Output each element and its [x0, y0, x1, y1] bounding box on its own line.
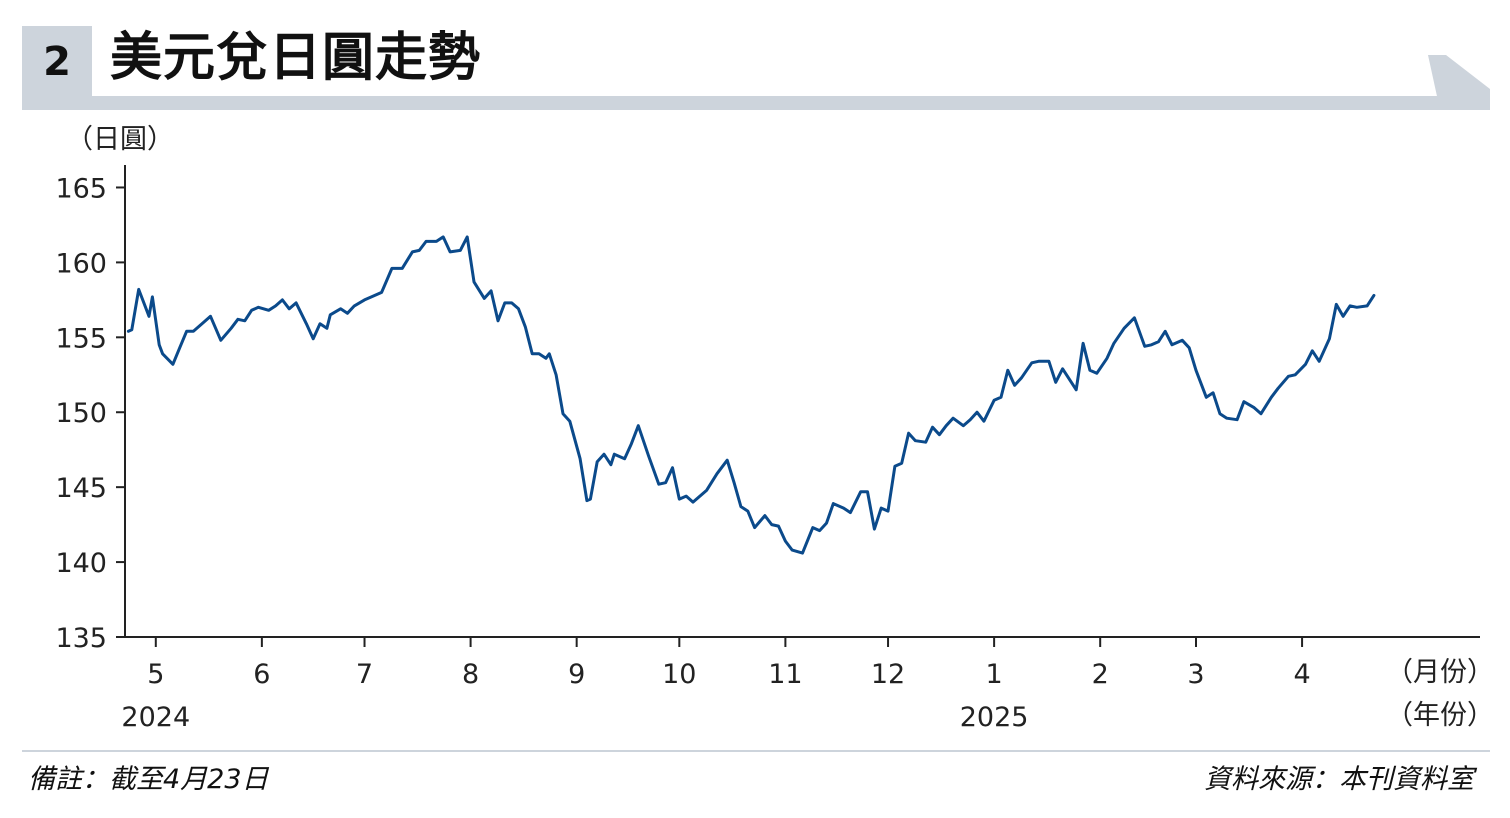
x-tick-label: 6 — [253, 659, 270, 690]
footer-rule — [22, 750, 1490, 752]
footer-note: 備註：截至4月23日 — [28, 764, 269, 795]
y-tick-label: 150 — [55, 398, 107, 429]
x-tick-label: 2 — [1092, 659, 1109, 690]
x-axis-month-unit-label: （月份） — [1386, 657, 1494, 688]
x-tick-label: 1 — [986, 659, 1003, 690]
x-tick-label: 8 — [462, 659, 479, 690]
x-ticks: 5 6 7 8 9 10 11 12 1 2 3 4 — [147, 637, 1311, 690]
y-tick-label: 145 — [55, 473, 107, 504]
year-label: 2025 — [960, 702, 1029, 733]
x-tick-label: 12 — [871, 659, 905, 690]
year-labels: 2024 2025 — [121, 702, 1028, 733]
figure-number: 2 — [43, 39, 71, 85]
x-tick-label: 9 — [568, 659, 585, 690]
y-tick-label: 135 — [55, 623, 107, 654]
header-band — [22, 96, 1490, 110]
x-tick-label: 10 — [662, 659, 696, 690]
x-tick-label: 5 — [147, 659, 164, 690]
y-tick-label: 140 — [55, 548, 107, 579]
y-tick-label: 165 — [55, 173, 107, 204]
y-tick-label: 160 — [55, 248, 107, 279]
x-tick-label: 11 — [768, 659, 802, 690]
y-axis-unit-label: （日圓） — [66, 124, 174, 155]
footer-source: 資料來源：本刊資料室 — [1204, 764, 1474, 795]
series-line-usd-jpy — [126, 235, 1376, 555]
y-ticks: 135 140 145 150 155 160 165 — [55, 173, 125, 654]
header-tab-decoration — [1428, 55, 1490, 110]
year-label: 2024 — [121, 702, 190, 733]
x-axis-year-unit-label: （年份） — [1386, 700, 1494, 731]
x-tick-label: 3 — [1187, 659, 1204, 690]
page-title: 美元兌日圓走勢 — [110, 28, 482, 88]
x-tick-label: 4 — [1293, 659, 1310, 690]
y-tick-label: 155 — [55, 323, 107, 354]
x-tick-label: 7 — [356, 659, 373, 690]
